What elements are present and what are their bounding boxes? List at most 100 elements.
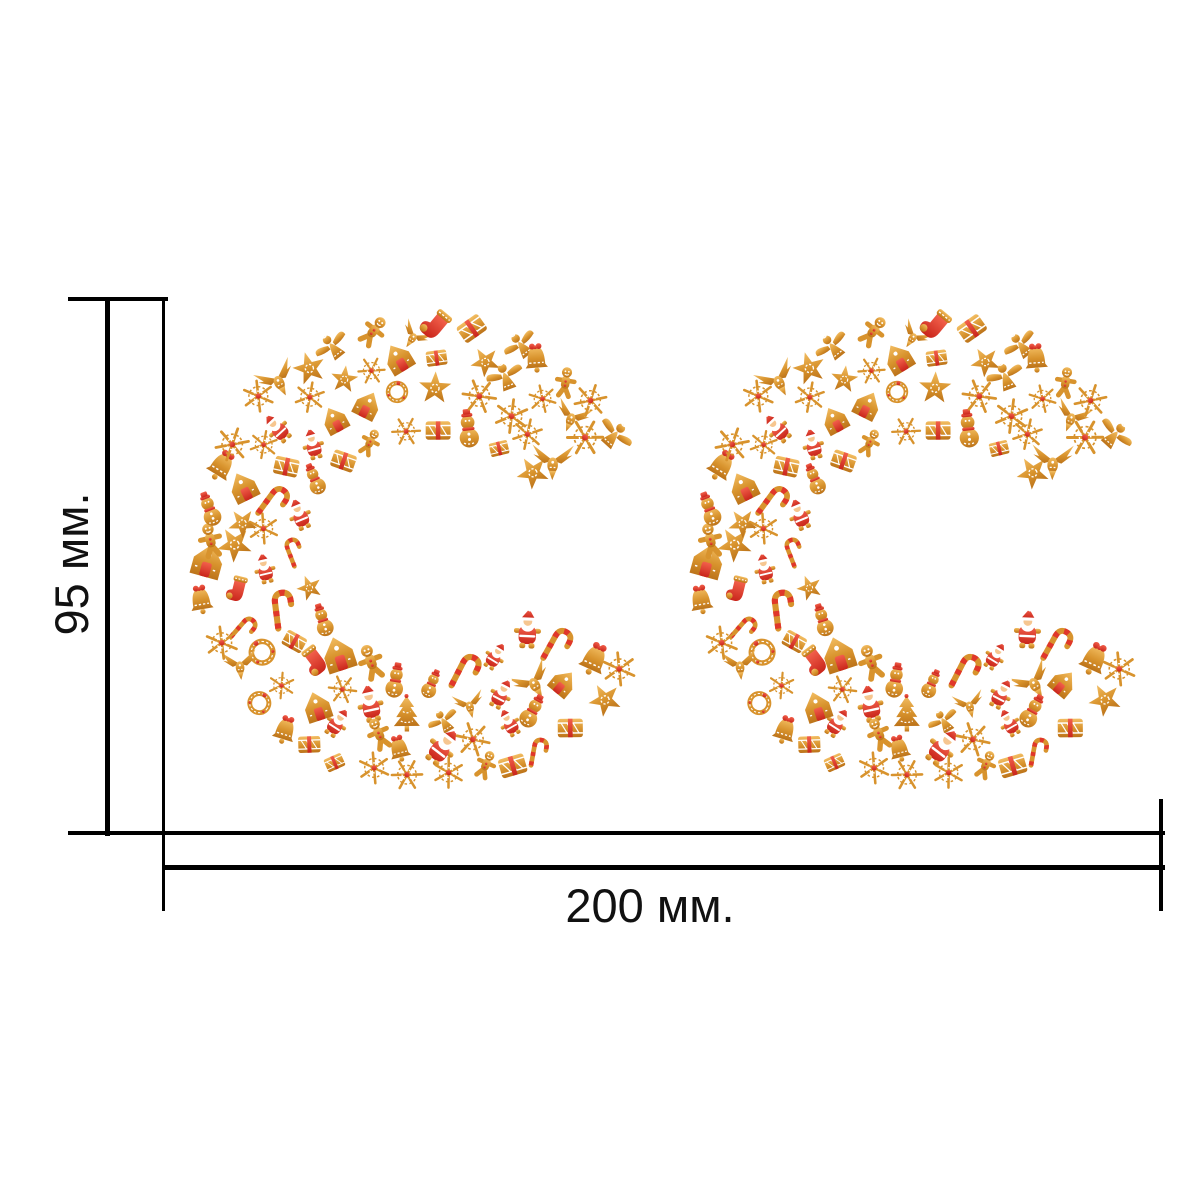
candy-cane-icon (543, 628, 573, 665)
dove-icon (220, 648, 259, 683)
left-extension-line (162, 297, 165, 911)
angel-icon (306, 320, 355, 369)
gift-box-icon (1056, 717, 1084, 739)
santa-icon (352, 679, 387, 725)
christmas-tree-icon (392, 693, 421, 733)
snowflake-icon (886, 753, 928, 796)
candy-cane-icon (951, 654, 981, 692)
santa-icon (1013, 606, 1042, 649)
star-icon (328, 363, 360, 394)
wreath-icon (746, 688, 774, 716)
angel-icon (1091, 407, 1142, 458)
star-icon (917, 369, 953, 404)
snowman-icon (300, 460, 329, 498)
gingerbread-house-icon (348, 384, 388, 424)
candy-cane-icon (731, 617, 758, 645)
gingerbread-man-icon (357, 313, 391, 348)
gingerbread-man-icon (855, 642, 886, 680)
gingerbread-house-icon (848, 384, 888, 424)
gingerbread-house-icon (1044, 662, 1084, 702)
letter-c-1 (185, 304, 642, 796)
gift-box-icon (328, 448, 359, 474)
candy-cane-icon (1043, 628, 1073, 665)
snowflake-icon (793, 379, 827, 416)
snowman-icon (383, 660, 408, 700)
snowflake-icon (434, 756, 463, 790)
gift-box-icon (771, 454, 801, 479)
snowman-icon (418, 666, 445, 701)
santa-icon (797, 423, 828, 462)
snowman-icon (955, 407, 981, 450)
bell-icon (1075, 637, 1114, 681)
wreath-icon (387, 380, 408, 403)
wreath-icon (746, 635, 778, 667)
snowflake-icon (293, 379, 327, 416)
gingerbread-house-icon (544, 662, 584, 702)
snowflake-icon (602, 649, 637, 688)
snowman-icon (309, 600, 337, 639)
candy-cane-icon (531, 739, 548, 767)
snowman-icon (883, 660, 908, 700)
gingerbread-man-icon (555, 366, 576, 397)
snowman-icon (694, 488, 725, 529)
gift-box-icon (924, 348, 949, 368)
gift-box-icon (996, 752, 1029, 780)
width-dimension-label: 200 мм. (565, 879, 735, 932)
star-icon (828, 363, 860, 394)
santa-icon (479, 636, 513, 674)
snowflake-icon (858, 750, 890, 786)
snowflake-icon (1027, 381, 1058, 416)
snowflake-icon (204, 623, 239, 662)
santa-icon (979, 636, 1013, 674)
snowman-icon (809, 600, 837, 639)
star-icon (792, 570, 826, 603)
height-dimension-top-tick (68, 297, 168, 301)
gift-box-icon (280, 628, 309, 655)
right-extension-line (1159, 799, 1163, 911)
wreath-icon (246, 688, 274, 716)
wreath-icon (887, 380, 908, 403)
snowflake-icon (354, 352, 389, 389)
snowflake-icon (358, 750, 390, 786)
santa-icon (513, 606, 542, 649)
star-icon (417, 369, 453, 404)
width-dimension-line (162, 865, 1165, 870)
candy-cane-icon (451, 654, 481, 692)
gift-box-icon (454, 312, 489, 345)
snowman-icon (918, 666, 945, 701)
snowflake-icon (386, 753, 428, 796)
snowman-icon (1015, 690, 1050, 732)
bell-icon (186, 582, 216, 617)
stocking-icon (224, 573, 249, 604)
gift-box-icon (987, 439, 1011, 458)
snowflake-icon (934, 756, 963, 790)
gingerbread-man-icon (355, 642, 386, 680)
letter-c-2 (685, 304, 1142, 796)
star-icon (292, 570, 326, 603)
gift-box-icon (822, 751, 847, 774)
gingerbread-man-icon (857, 427, 883, 457)
santa-icon (750, 548, 779, 586)
height-dimension-line (105, 297, 110, 836)
gift-box-icon (487, 439, 511, 458)
bell-icon (769, 712, 801, 748)
dove-icon (951, 688, 988, 722)
santa-icon (250, 548, 279, 586)
snowman-icon (194, 488, 225, 529)
angel-icon (591, 407, 642, 458)
gingerbread-man-icon (857, 313, 891, 348)
snowflake-icon (268, 670, 295, 701)
gingerbread-man-icon (357, 427, 383, 457)
santa-icon (852, 679, 887, 725)
angel-icon (806, 320, 855, 369)
bell-icon (575, 637, 614, 681)
santa-icon (484, 672, 520, 713)
gift-box-icon (424, 420, 452, 441)
gift-box-icon (496, 752, 529, 780)
gift-box-icon (556, 717, 584, 739)
gift-box-icon (424, 348, 449, 368)
snowflake-icon (527, 381, 558, 416)
snowflake-icon (768, 670, 795, 701)
snowflake-icon (887, 411, 925, 451)
